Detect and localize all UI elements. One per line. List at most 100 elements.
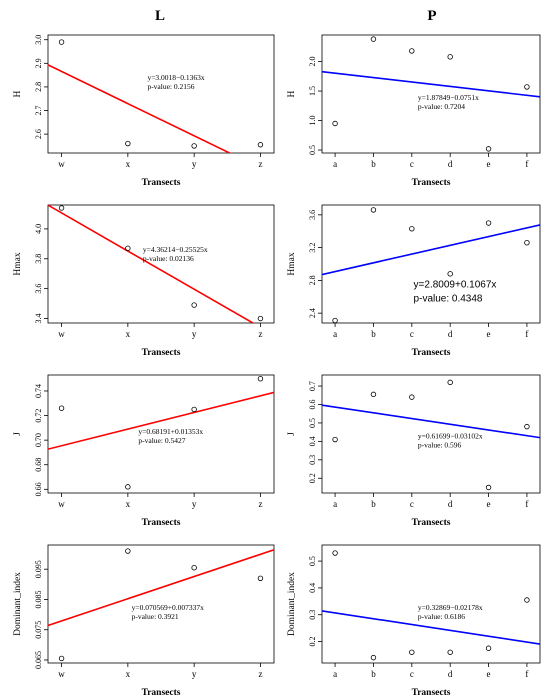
x-axis-label: Transects xyxy=(142,178,181,188)
p-value-label: p-value: 0.5427 xyxy=(138,436,185,445)
x-tick-label: d xyxy=(448,159,453,169)
y-tick-label: 0.4 xyxy=(308,436,317,446)
y-tick-label: 4.0 xyxy=(34,224,43,234)
data-point xyxy=(524,239,530,246)
x-tick-label: b xyxy=(371,499,376,509)
regression-line xyxy=(48,549,274,627)
data-point xyxy=(447,379,453,386)
panel-P-dominant_index: 0.2 0.3 0.4 0.5 a b c d e f Transects Dominant_inde… xyxy=(287,544,541,698)
x-tick-label: z xyxy=(258,329,262,339)
x-axis-label: Transects xyxy=(142,688,181,698)
x-tick-label: d xyxy=(448,499,453,509)
data-point xyxy=(125,548,131,554)
x-tick-label: c xyxy=(410,669,414,679)
x-tick-label: d xyxy=(448,329,453,339)
y-tick-label: 1.5 xyxy=(308,86,317,96)
panel-L-dominant_index: 0.065 0.075 0.085 0.095 w x y z Transects Dominan… xyxy=(13,544,275,698)
regression-line xyxy=(322,404,540,439)
data-point xyxy=(191,302,197,308)
data-point xyxy=(524,597,530,603)
y-tick-label: 0.065 xyxy=(34,651,43,669)
x-tick-label: w xyxy=(58,329,65,339)
x-axis-label: Transects xyxy=(412,688,451,698)
regression-equation: y=2.8009+0.1067x xyxy=(414,280,497,291)
x-tick-label: z xyxy=(258,499,262,509)
regression-line xyxy=(48,64,232,153)
column-title-P: P xyxy=(427,8,436,24)
x-axis-label: Transects xyxy=(142,518,181,528)
y-tick-label: 0.5 xyxy=(308,145,317,155)
regression-equation: y=4.36214−0.25525x xyxy=(143,245,208,254)
y-tick-label: 2.6 xyxy=(34,129,43,139)
data-point xyxy=(485,146,492,152)
y-tick-label: 0.085 xyxy=(34,590,43,608)
data-point xyxy=(332,436,338,443)
plot-frame xyxy=(47,544,275,664)
y-tick-label: 0.4 xyxy=(308,583,317,593)
y-axis-label: Dominant_index xyxy=(13,572,23,636)
y-tick-label: 0.5 xyxy=(308,556,317,566)
regression-line xyxy=(48,391,274,450)
y-axis-label: H xyxy=(13,90,23,97)
plot-frame xyxy=(47,34,275,154)
data-point xyxy=(257,375,264,382)
data-point xyxy=(485,484,492,491)
data-point xyxy=(447,271,453,277)
p-value-label: p-value: 0.4348 xyxy=(414,294,483,305)
x-tick-label: w xyxy=(58,159,65,169)
data-point xyxy=(370,36,377,42)
data-point xyxy=(332,120,338,127)
data-point xyxy=(370,654,377,661)
x-tick-label: f xyxy=(525,329,528,339)
data-point xyxy=(257,142,264,148)
y-axis-label: J xyxy=(13,432,23,436)
data-point xyxy=(257,575,264,581)
y-axis-label: H xyxy=(287,90,297,97)
regression-equation: y=0.68191+0.01353x xyxy=(138,427,203,436)
x-tick-label: f xyxy=(525,669,528,679)
y-tick-label: 0.5 xyxy=(308,418,317,428)
regression-equation: y=3.0018−0.1363x xyxy=(147,73,204,82)
y-tick-label: 3.6 xyxy=(308,210,317,220)
data-point xyxy=(524,423,530,430)
data-point xyxy=(125,245,131,252)
data-point xyxy=(485,220,492,226)
x-tick-label: y xyxy=(192,159,197,169)
y-tick-label: 3.2 xyxy=(308,243,317,253)
x-tick-label: y xyxy=(192,499,197,509)
regression-line xyxy=(322,224,540,276)
x-tick-label: x xyxy=(126,499,131,509)
x-tick-label: d xyxy=(448,669,453,679)
x-tick-label: c xyxy=(410,499,414,509)
x-tick-label: y xyxy=(192,329,197,339)
y-tick-label: 0.72 xyxy=(34,409,43,423)
data-point xyxy=(125,140,131,147)
x-axis-label: Transects xyxy=(412,518,451,528)
y-tick-label: 3.6 xyxy=(34,284,43,294)
x-tick-label: a xyxy=(333,159,337,169)
p-value-label: p-value: 0.596 xyxy=(418,441,462,450)
data-point xyxy=(58,39,65,45)
plot-frame xyxy=(321,204,541,324)
data-point xyxy=(485,645,492,651)
panel-P-j: 0.2 0.3 0.4 0.5 0.6 0.7 a b c d e f Transects J y=0.61… xyxy=(287,374,541,528)
p-value-label: p-value: 0.3921 xyxy=(132,612,179,621)
data-point xyxy=(257,315,264,322)
regression-equation: y=0.070569+0.007337x xyxy=(132,603,204,612)
panel-L-h: 2.6 2.7 2.8 2.9 3.0 w x y z Transects Hy=3.0018−0.… xyxy=(13,34,275,188)
x-axis-label: Transects xyxy=(142,348,181,358)
data-point xyxy=(409,649,415,655)
y-tick-label: 0.3 xyxy=(308,455,317,465)
x-tick-label: c xyxy=(410,159,414,169)
data-point xyxy=(524,84,530,90)
plot-frame xyxy=(321,544,541,664)
y-tick-label: 0.3 xyxy=(308,610,317,620)
x-tick-label: b xyxy=(371,329,376,339)
x-tick-label: z xyxy=(258,669,262,679)
y-tick-label: 2.8 xyxy=(308,275,317,285)
x-tick-label: a xyxy=(333,669,337,679)
p-value-label: p-value: 0.02136 xyxy=(143,254,194,263)
data-point xyxy=(409,226,415,232)
y-tick-label: 2.9 xyxy=(34,58,43,68)
x-tick-label: e xyxy=(487,669,491,679)
